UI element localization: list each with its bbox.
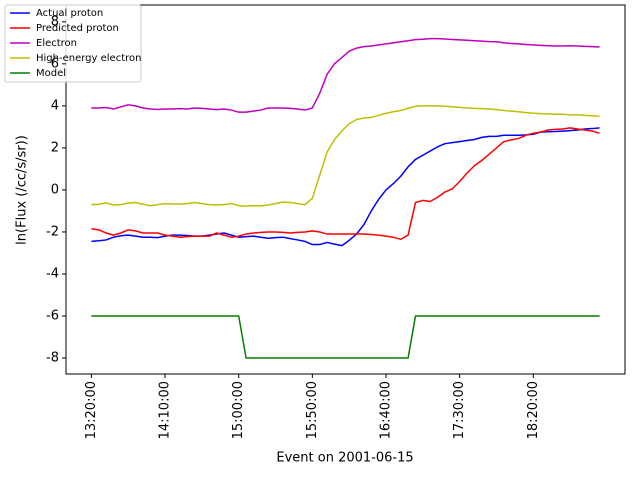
y-tick-label: -2 — [46, 224, 59, 239]
plot-area — [91, 37, 600, 359]
x-tick-label: 17:30:00 — [452, 381, 467, 439]
series-line — [91, 105, 600, 207]
series-line — [91, 127, 600, 241]
x-tick-label: 14:10:00 — [158, 381, 173, 439]
y-tick-label: -4 — [46, 266, 59, 281]
series-line — [91, 127, 600, 247]
y-tick-label: 8 — [51, 14, 59, 29]
x-tick-label: 13:20:00 — [84, 381, 99, 439]
y-tick-label: 2 — [51, 140, 59, 155]
legend-label: Model — [36, 68, 66, 79]
x-tick-label: 15:00:00 — [231, 381, 246, 439]
y-axis-label: ln(Flux (/cc/s/sr)) — [15, 135, 30, 245]
legend-label: High-energy electron — [36, 53, 141, 64]
x-tick-label: 15:50:00 — [305, 381, 320, 439]
legend-label: Electron — [36, 38, 77, 49]
y-tick-label: 6 — [51, 56, 59, 71]
series-line — [91, 37, 600, 113]
legend-label: Actual proton — [36, 8, 103, 19]
series-line — [91, 315, 600, 359]
x-tick-label: 18:20:00 — [526, 381, 541, 439]
y-tick-label: -8 — [46, 351, 59, 366]
x-tick-label: 16:40:00 — [379, 381, 394, 439]
y-tick-label: -6 — [46, 309, 59, 324]
x-axis-label: Event on 2001-06-15 — [276, 451, 413, 466]
legend-box — [4, 4, 142, 83]
y-tick-label: 4 — [51, 98, 59, 113]
y-tick-label: 0 — [51, 182, 59, 197]
legend-label: Predicted proton — [36, 23, 119, 34]
legend: Actual proton Predicted proton Electron Hig… — [4, 4, 142, 83]
